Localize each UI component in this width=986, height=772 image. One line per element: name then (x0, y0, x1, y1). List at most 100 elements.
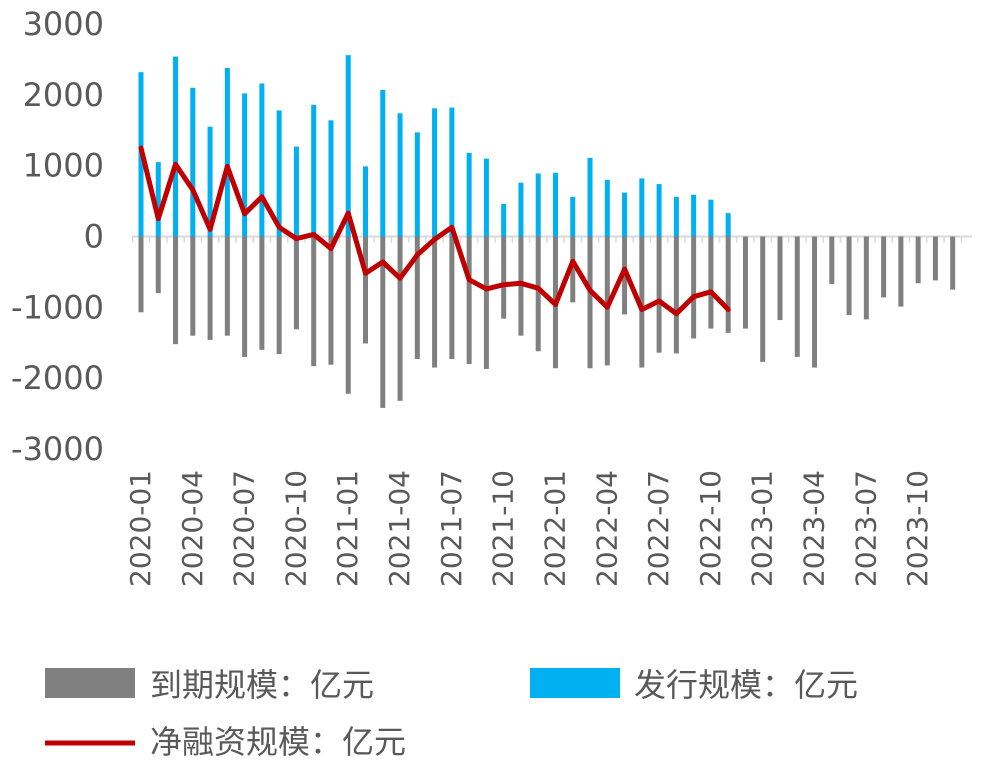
x-tick-label: 2021-10 (487, 470, 520, 587)
y-tick-label: 1000 (23, 147, 104, 185)
x-tick-label: 2022-07 (642, 470, 675, 587)
issuance-bar (155, 162, 161, 237)
issuance-bar (207, 126, 213, 237)
x-axis-tick-labels: 2020-01 2020-04 2020-07 2020-10 2021-01 2021-… (124, 470, 934, 587)
y-tick-label: -1000 (11, 288, 104, 326)
issuance-bar (691, 194, 697, 237)
issuance-bar (173, 56, 179, 237)
maturity-bar (863, 236, 869, 320)
maturity-bar (397, 236, 403, 401)
maturity-bar (742, 236, 748, 329)
y-tick-label: -2000 (11, 359, 104, 397)
issuance-bar (587, 157, 593, 237)
x-tick-label: 2022-04 (590, 470, 623, 587)
issuance-bar (570, 196, 576, 237)
maturity-bar (846, 236, 852, 316)
maturity-bar (898, 236, 904, 307)
maturity-bar (881, 236, 887, 298)
maturity-bar (449, 236, 455, 360)
maturity-bar (656, 236, 662, 353)
maturity-bar (673, 236, 679, 354)
maturity-bar (639, 236, 645, 368)
maturity-bar (224, 236, 230, 336)
net-financing-line (138, 145, 731, 317)
y-axis-tick-labels: 3000 2000 1000 0 -1000 -2000 -3000 (11, 5, 104, 468)
x-tick-label: 2021-07 (435, 470, 468, 587)
maturity-bar (207, 236, 213, 340)
x-axis (131, 235, 972, 243)
issuance-bar (414, 132, 420, 237)
issuance-bar (276, 110, 282, 237)
issuance-bar (552, 172, 558, 237)
x-tick-label: 2020-04 (176, 470, 209, 587)
maturity-bar (345, 236, 351, 394)
maturity-bar (950, 236, 956, 290)
maturity-bar (242, 236, 248, 357)
issuance-bar (363, 166, 369, 237)
y-tick-label: 3000 (23, 5, 104, 43)
legend-label-net-financing: 净融资规模：亿元 (150, 723, 406, 761)
issuance-bar (449, 107, 455, 237)
legend-label-maturity: 到期规模：亿元 (150, 666, 374, 704)
issuance-bar (432, 108, 438, 237)
issuance-bar (639, 178, 645, 237)
y-tick-label: 0 (84, 218, 104, 256)
maturity-bar (604, 236, 610, 366)
issuance-bar (622, 192, 628, 237)
maturity-bar (259, 236, 265, 350)
legend-swatch-issuance (530, 668, 620, 698)
maturity-bar (190, 236, 196, 336)
maturity-bar (587, 236, 593, 369)
issuance-bar (224, 67, 230, 237)
maturity-bar (414, 236, 420, 360)
maturity-bar (691, 236, 697, 339)
maturity-bar (363, 236, 369, 344)
legend: 到期规模：亿元 发行规模：亿元 净融资规模：亿元 (45, 666, 858, 761)
x-tick-label: 2023-10 (901, 470, 934, 587)
maturity-bar (932, 236, 938, 281)
issuance-bar (311, 104, 317, 237)
issuance-bar (259, 83, 265, 237)
maturity-bar (328, 236, 334, 365)
x-tick-label: 2020-01 (124, 470, 157, 587)
issuance-bar (483, 158, 489, 237)
x-tick-label: 2023-07 (849, 470, 882, 587)
issuance-bar (518, 182, 524, 237)
net-financing-line-group (138, 145, 731, 317)
maturity-bar (173, 236, 179, 345)
issuance-bar (656, 184, 662, 237)
issuance-bar (293, 146, 299, 237)
issuance-bar (242, 93, 248, 237)
issuance-bar (345, 55, 351, 237)
issuance-bar (328, 120, 334, 237)
issuance-bar (501, 203, 507, 237)
maturity-bars (138, 236, 956, 408)
maturity-bar (293, 236, 299, 330)
x-tick-label: 2020-07 (228, 470, 261, 587)
maturity-bar (570, 236, 576, 303)
issuance-bar (673, 196, 679, 237)
maturity-bar (725, 236, 731, 333)
issuance-bar (466, 152, 472, 237)
maturity-bar (483, 236, 489, 369)
maturity-bar (777, 236, 783, 321)
x-tick-label: 2022-10 (694, 470, 727, 587)
x-tick-label: 2023-04 (798, 470, 831, 587)
x-tick-label: 2020-10 (279, 470, 312, 587)
maturity-bar (760, 236, 766, 362)
legend-swatch-maturity (45, 668, 135, 698)
issuance-bars (138, 55, 731, 237)
maturity-bar (915, 236, 921, 284)
maturity-bar (535, 236, 541, 352)
issuance-bar (725, 213, 731, 237)
issuance-bar (190, 87, 196, 237)
maturity-bar (794, 236, 800, 357)
maturity-bar (622, 236, 628, 315)
maturity-bar (311, 236, 317, 367)
maturity-bar (276, 236, 282, 355)
maturity-bar (380, 236, 386, 408)
issuance-bar (708, 199, 714, 237)
maturity-bar (155, 236, 161, 294)
